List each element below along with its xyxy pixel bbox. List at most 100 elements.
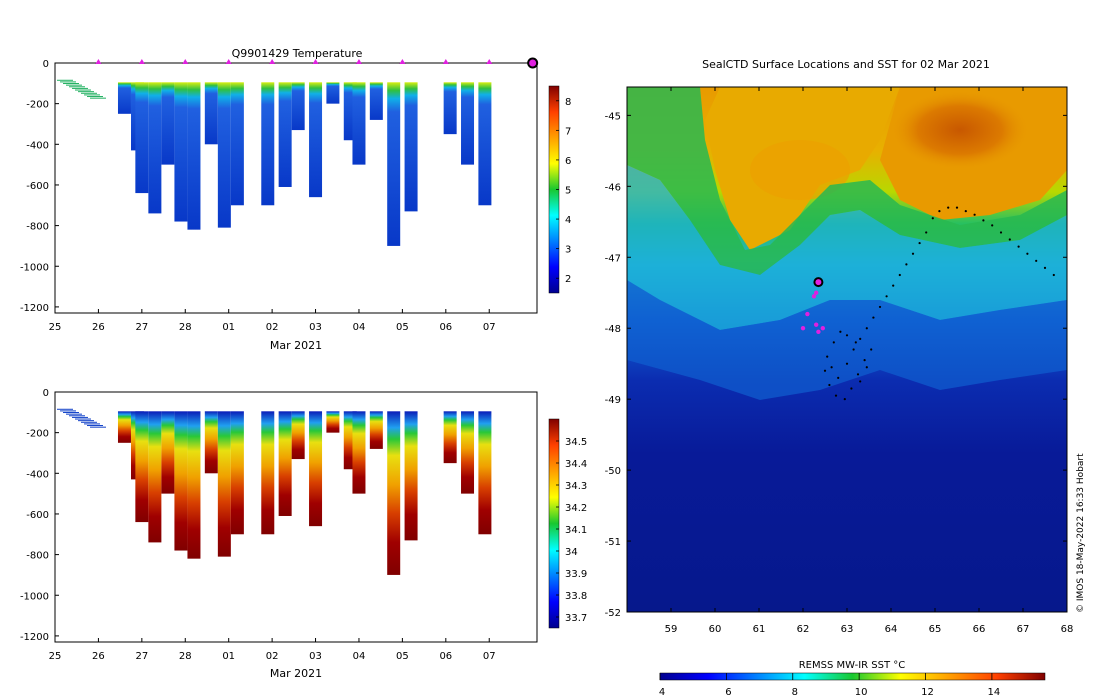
- track-point: [839, 330, 842, 333]
- map-ytick-label: -50: [605, 466, 621, 477]
- track-point: [1052, 273, 1055, 277]
- map-colorbar-tick-label: 6: [725, 687, 731, 698]
- track-point: [931, 217, 934, 220]
- salinity-profile: [278, 411, 292, 516]
- salinity-axes-frame: [54, 391, 538, 643]
- track-point: [863, 359, 866, 362]
- temperature-ytick-label: 0: [43, 59, 49, 70]
- map-colorbar-ticks: 4 6 8 10 12 14: [659, 673, 1000, 698]
- map-colorbar-tick-label: 8: [792, 687, 798, 698]
- surface-marker: [269, 59, 276, 64]
- track-point: [1026, 252, 1029, 255]
- temperature-plot: [57, 79, 492, 246]
- track-point: [911, 252, 915, 255]
- track-point: [1035, 259, 1038, 262]
- salinity-ytick-label: -200: [26, 429, 49, 440]
- surface-marker: [225, 59, 232, 64]
- temperature-profile: [230, 82, 244, 206]
- map-colorbar-tick-label: 4: [659, 687, 665, 698]
- map-ytick-label: -49: [605, 395, 621, 406]
- track-point: [828, 383, 831, 387]
- track-point: [1043, 266, 1047, 270]
- track-point: [982, 219, 985, 222]
- salinity-profile: [291, 411, 305, 460]
- temperature-profile: [369, 82, 383, 120]
- recent-track-point: [820, 326, 825, 331]
- salinity-xlabel: Mar 2021: [270, 667, 322, 680]
- temperature-profile: [478, 82, 492, 206]
- salinity-colorbar-ticks: 33.7 33.8 33.9 34 34.1 34.2 34.3 34.4 34.5: [556, 437, 587, 624]
- salinity-colorbar-tick-label: 34.1: [565, 525, 587, 536]
- track-point: [845, 334, 849, 337]
- temperature-profile: [326, 82, 340, 104]
- temperature-colorbar-tick-label: 7: [565, 126, 571, 137]
- salinity-profile: [230, 411, 244, 535]
- track-point: [878, 305, 882, 309]
- temperature-profile: [135, 82, 149, 194]
- recent-track-point: [816, 329, 821, 334]
- salinity-colorbar: [548, 418, 560, 629]
- salinity-xtick-label: 27: [135, 651, 148, 662]
- credit-text: © IMOS 18-May-2022 16:33 Hobart: [1076, 453, 1086, 613]
- temperature-colorbar-ticks: 2 3 4 5 6 7 8: [556, 97, 571, 285]
- temperature-xtick-label: 25: [49, 322, 62, 333]
- temperature-profile: [187, 82, 201, 230]
- temperature-xtick-label: 07: [483, 322, 496, 333]
- salinity-colorbar-tick-label: 34.3: [565, 481, 587, 492]
- salinity-xtick-label: 07: [483, 651, 496, 662]
- track-point: [837, 376, 840, 379]
- last-position-marker: [527, 57, 539, 69]
- temperature-profile: [117, 82, 131, 114]
- map-colorbar-label: REMSS MW-IR SST °C: [799, 660, 906, 671]
- map-ytick-label: -47: [605, 253, 621, 264]
- salinity-plot: [57, 408, 492, 575]
- temperature-colorbar-tick-label: 5: [565, 186, 571, 197]
- temperature-profile: [278, 82, 292, 187]
- track-point: [870, 348, 873, 351]
- salinity-profile: [217, 411, 231, 557]
- surface-marker: [95, 59, 102, 64]
- track-point: [925, 231, 928, 234]
- map-tracks: [800, 206, 1055, 401]
- surface-marker: [312, 59, 319, 64]
- salinity-colorbar-tick-label: 34.2: [565, 503, 587, 514]
- surface-marker: [182, 59, 189, 64]
- surface-marker: [399, 59, 406, 64]
- map-colorbar-tick-label: 14: [988, 687, 1001, 698]
- surface-marker: [138, 59, 145, 64]
- map-xtick-label: 60: [709, 624, 722, 635]
- temperature-profile: [204, 82, 218, 145]
- temperature-profile: [291, 82, 305, 131]
- temperature-profile: [161, 82, 175, 165]
- track-point: [832, 341, 835, 344]
- map-colorbar: [659, 672, 1046, 681]
- track-point: [1008, 238, 1011, 241]
- track-point: [859, 380, 862, 383]
- salinity-ytick-label: -1200: [20, 632, 49, 643]
- track-point: [892, 284, 895, 287]
- track-point: [973, 213, 976, 216]
- temperature-title: Q9901429 Temperature: [232, 47, 363, 60]
- salinity-colorbar-tick-label: 33.8: [565, 591, 587, 602]
- temperature-xtick-label: 27: [135, 322, 148, 333]
- surface-marker: [355, 59, 362, 64]
- salinity-ytick-label: -1000: [20, 591, 49, 602]
- track-point: [865, 366, 868, 369]
- salinity-xtick-label: 25: [49, 651, 62, 662]
- salinity-xtick-label: 06: [439, 651, 452, 662]
- salinity-xtick-label: 26: [92, 651, 105, 662]
- track-point: [955, 206, 959, 209]
- recent-track-point: [814, 290, 819, 295]
- map-xtick-label: 62: [797, 624, 810, 635]
- track-point: [859, 337, 862, 340]
- map-ytick-label: -52: [605, 608, 621, 619]
- track-point: [865, 327, 868, 330]
- map-ytick-label: -45: [605, 111, 621, 122]
- salinity-ytick-label: -600: [26, 510, 49, 521]
- salinity-colorbar-tick-label: 33.7: [565, 613, 587, 624]
- salinity-ytick-label: -400: [26, 469, 49, 480]
- temperature-colorbar-tick-label: 8: [565, 97, 571, 108]
- track-point: [918, 241, 921, 245]
- salinity-profile: [404, 411, 418, 541]
- temperature-profile: [387, 82, 401, 246]
